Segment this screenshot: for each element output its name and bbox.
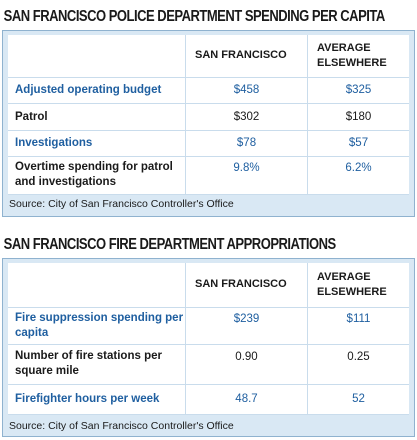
value-sf-fire-stations-per-square-mile: 0.90 — [185, 344, 308, 385]
value-avg-investigations: $57 — [307, 130, 409, 157]
value-avg-firefighter-hours-per-week: 52 — [307, 384, 409, 415]
value-sf-firefighter-hours-per-week: 48.7 — [185, 384, 308, 415]
fire-appropriations-panel: SAN FRANCISCO FIRE DEPARTMENT APPROPRIAT… — [2, 231, 415, 437]
row-label-adjusted-operating-budget: Adjusted operating budget — [8, 77, 186, 104]
police-panel-title: SAN FRANCISCO POLICE DEPARTMENT SPENDING… — [2, 3, 385, 30]
table-row: Adjusted operating budget $458 $325 — [8, 77, 409, 104]
police-spending-panel: SAN FRANCISCO POLICE DEPARTMENT SPENDING… — [2, 3, 415, 217]
column-header-average-elsewhere: AVERAGE ELSEWHERE — [307, 35, 409, 78]
value-sf-fire-suppression-spending: $239 — [185, 307, 308, 345]
table-row: Investigations $78 $57 — [8, 130, 409, 157]
value-sf-investigations: $78 — [185, 130, 308, 157]
row-label-patrol: Patrol — [8, 103, 186, 131]
header-empty-cell — [8, 35, 186, 78]
value-sf-adjusted-operating-budget: $458 — [185, 77, 308, 104]
value-sf-overtime-spending: 9.8% — [185, 156, 308, 195]
row-label-firefighter-hours-per-week: Firefighter hours per week — [8, 384, 186, 415]
table-row: Fire suppression spending per capita $23… — [8, 307, 409, 345]
column-header-san-francisco: SAN FRANCISCO — [185, 263, 308, 308]
header-empty-cell — [8, 263, 186, 308]
table-row: Overtime spending for patrol and investi… — [8, 156, 409, 195]
table-header-row: SAN FRANCISCO AVERAGE ELSEWHERE — [8, 35, 409, 78]
row-label-overtime-spending: Overtime spending for patrol and investi… — [8, 156, 186, 195]
value-sf-patrol: $302 — [185, 103, 308, 131]
column-header-average-elsewhere: AVERAGE ELSEWHERE — [307, 263, 409, 308]
fire-panel-title: SAN FRANCISCO FIRE DEPARTMENT APPROPRIAT… — [2, 231, 349, 258]
table-row: Patrol $302 $180 — [8, 103, 409, 131]
row-label-fire-stations-per-square-mile: Number of fire stations per square mile — [8, 344, 186, 385]
row-label-fire-suppression-spending: Fire suppression spending per capita — [8, 307, 186, 345]
fire-table-box: SAN FRANCISCO AVERAGE ELSEWHERE Fire sup… — [2, 258, 415, 437]
fire-source-note: Source: City of San Francisco Controller… — [9, 420, 234, 432]
fire-appropriations-table: SAN FRANCISCO AVERAGE ELSEWHERE Fire sup… — [8, 263, 409, 415]
police-source-note: Source: City of San Francisco Controller… — [9, 198, 234, 210]
value-avg-overtime-spending: 6.2% — [307, 156, 409, 195]
value-avg-fire-suppression-spending: $111 — [307, 307, 409, 345]
row-label-investigations: Investigations — [8, 130, 186, 157]
column-header-san-francisco: SAN FRANCISCO — [185, 35, 308, 78]
police-table-box: SAN FRANCISCO AVERAGE ELSEWHERE Adjusted… — [2, 30, 415, 217]
value-avg-patrol: $180 — [307, 103, 409, 131]
table-row: Firefighter hours per week 48.7 52 — [8, 384, 409, 415]
value-avg-fire-stations-per-square-mile: 0.25 — [307, 344, 409, 385]
table-row: Number of fire stations per square mile … — [8, 344, 409, 385]
value-avg-adjusted-operating-budget: $325 — [307, 77, 409, 104]
police-spending-table: SAN FRANCISCO AVERAGE ELSEWHERE Adjusted… — [8, 35, 409, 195]
table-header-row: SAN FRANCISCO AVERAGE ELSEWHERE — [8, 263, 409, 308]
